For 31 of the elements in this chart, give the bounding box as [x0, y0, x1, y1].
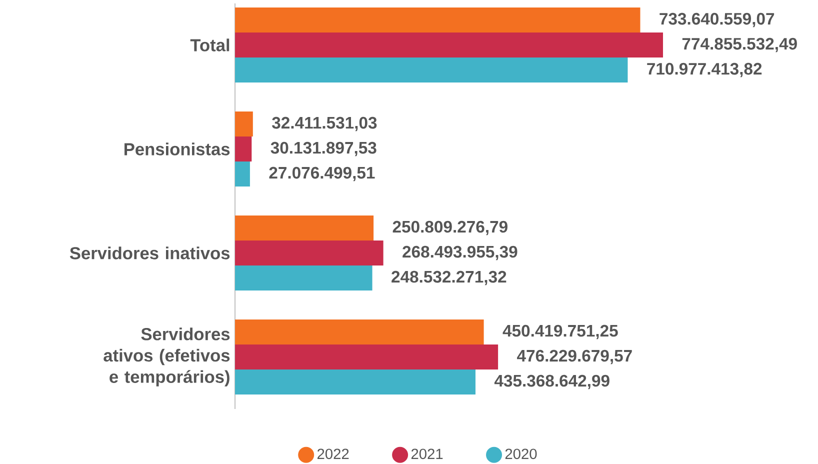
bar: [235, 7, 640, 32]
data-label: 27.076.499,51: [269, 166, 375, 182]
data-label: 435.368.642,99: [494, 374, 610, 390]
data-label: 774.855.532,49: [682, 38, 797, 52]
data-label: 32.411.531,03: [272, 116, 377, 132]
y-tick-label: Servidores inativos: [70, 246, 230, 260]
data-label: 250.809.276,79: [392, 220, 508, 236]
legend-label: 2022: [318, 448, 349, 460]
data-label: 710.977.413,82: [647, 62, 762, 78]
bar: [235, 344, 498, 370]
data-label: 248.532.271,32: [392, 270, 506, 286]
y-tick-label: Total: [190, 38, 230, 52]
bar: [235, 111, 253, 136]
data-label: 268.493.955,39: [402, 246, 518, 260]
y-tick-label: Servidores ativos (efetivos e temporários): [104, 328, 230, 386]
bar: [235, 265, 372, 290]
bar: [235, 136, 252, 162]
data-label: 733.640.559,07: [660, 12, 774, 28]
data-label: 476.229.679,57: [517, 350, 632, 364]
legend-label: 2021: [411, 448, 443, 460]
bar: [235, 161, 250, 186]
bar: [235, 57, 628, 82]
bar: [235, 240, 384, 266]
bar: [235, 319, 484, 344]
bar: [235, 369, 476, 394]
y-tick-label: Pensionistas: [124, 142, 230, 156]
legend-label: 2020: [505, 448, 537, 460]
data-label: 450.419.751,25: [502, 324, 618, 340]
bar: [235, 32, 664, 58]
data-label: 30.131.897,53: [270, 142, 376, 156]
bar: [235, 215, 374, 240]
